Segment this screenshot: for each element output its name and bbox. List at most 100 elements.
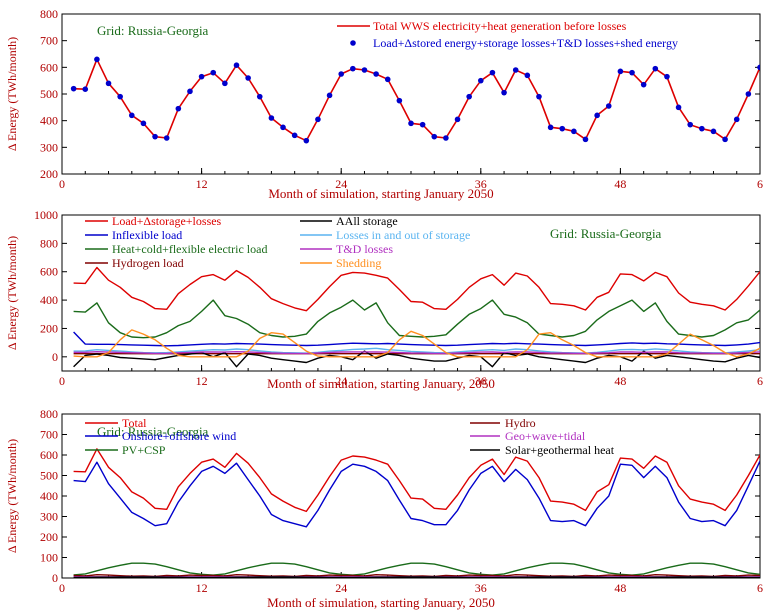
y-tick-label: 600	[40, 265, 58, 279]
data-point	[82, 86, 89, 92]
legend-entry: Losses in and out of storage	[336, 228, 470, 242]
chart-panel-2: 0 200 400 600 800 1000 0 12 24 36 48 6 Month of simu…	[5, 208, 763, 391]
y-tick-label: 600	[40, 448, 58, 462]
data-point	[210, 69, 217, 76]
y-tick-label: 400	[40, 489, 58, 503]
y-axis-label: Δ Energy (TWh/month)	[5, 439, 19, 553]
y-tick-label: 100	[40, 551, 58, 565]
data-point	[605, 103, 612, 109]
legend-entry: Total WWS electricity+heat generation be…	[373, 19, 627, 33]
data-point	[315, 116, 321, 123]
data-point	[454, 116, 461, 123]
x-tick-label: 12	[196, 177, 208, 191]
x-axis-label: Month of simulation, starting January 20…	[268, 186, 493, 201]
x-tick-label: 48	[614, 374, 626, 388]
data-point	[373, 71, 379, 77]
y-tick-label: 700	[40, 34, 58, 48]
data-point	[70, 85, 77, 92]
data-point	[675, 104, 682, 111]
data-point	[594, 112, 600, 119]
data-point	[384, 76, 391, 83]
legend-entry: Geo+wave+tidal	[505, 429, 586, 443]
legend-marker	[350, 40, 356, 46]
data-point	[524, 72, 531, 79]
y-tick-label: 400	[40, 293, 58, 307]
series-line	[73, 58, 760, 142]
data-point	[140, 120, 147, 127]
series-line	[73, 448, 760, 513]
series-line	[73, 331, 760, 347]
data-point	[256, 93, 263, 100]
series-line	[73, 562, 760, 576]
x-tick-label: 12	[196, 581, 208, 595]
data-point	[291, 132, 298, 139]
grid-label: Grid: Russia-Georgia	[97, 424, 209, 439]
legend-entry: Hydrogen load	[112, 256, 184, 270]
data-point	[117, 93, 123, 100]
data-point	[745, 91, 752, 97]
data-point	[163, 135, 170, 141]
x-tick-label: 0	[59, 581, 65, 595]
data-point	[326, 92, 333, 99]
data-point	[338, 71, 345, 77]
legend-entry: Load+Δstorage+losses	[112, 214, 222, 228]
y-tick-label: 300	[40, 510, 58, 524]
chart-panel-3: 0 100 200 300 400 500 600 700 800 0 12 24 36 48 6 Month…	[5, 407, 763, 610]
data-point	[443, 135, 449, 141]
data-point	[466, 93, 472, 100]
data-point	[652, 65, 659, 72]
data-point	[94, 56, 100, 63]
data-point	[536, 93, 542, 100]
series-line	[73, 347, 760, 354]
data-point	[617, 68, 624, 75]
data-point	[152, 133, 158, 140]
data-point	[245, 75, 251, 81]
data-point	[640, 81, 647, 88]
series-line	[73, 266, 760, 312]
y-tick-label: 1000	[34, 208, 58, 222]
series-line	[73, 460, 760, 528]
legend-entry: PV+CSP	[122, 443, 166, 457]
data-point	[629, 69, 635, 76]
data-point	[512, 67, 519, 73]
data-point	[478, 77, 484, 84]
data-point	[105, 80, 112, 87]
data-point	[303, 137, 310, 144]
data-point	[175, 105, 182, 112]
legend-entry: Total	[122, 416, 147, 430]
chart-panel-1: 200 300 400 500 600 700 800 0 12 24 36 48 6 Month of …	[5, 7, 763, 201]
x-tick-label: 36	[475, 374, 487, 388]
data-point	[687, 121, 693, 128]
y-tick-label: 800	[40, 407, 58, 421]
series-group	[70, 56, 760, 144]
y-tick-label: 800	[40, 7, 58, 21]
y-tick-label: 500	[40, 469, 58, 483]
y-tick-label: 0	[52, 350, 58, 364]
data-point	[710, 128, 717, 135]
legend-entry: Load+Δstored energy+storage losses+T&D l…	[373, 36, 678, 50]
data-point	[582, 136, 589, 143]
x-tick-label: 6	[757, 177, 763, 191]
series-line	[73, 351, 760, 355]
data-point	[489, 69, 496, 76]
y-tick-label: 0	[52, 571, 58, 585]
data-point	[129, 112, 135, 119]
data-point	[198, 73, 205, 80]
x-tick-label: 0	[59, 177, 65, 191]
x-tick-label: 48	[614, 581, 626, 595]
y-axis-label: Δ Energy (TWh/month)	[5, 236, 19, 350]
x-tick-label: 12	[196, 374, 208, 388]
data-point	[419, 121, 426, 128]
data-point	[396, 97, 403, 104]
data-point	[222, 80, 228, 87]
x-tick-label: 36	[475, 177, 487, 191]
x-tick-label: 36	[475, 581, 487, 595]
x-tick-label: 0	[59, 374, 65, 388]
x-tick-label: 24	[335, 374, 347, 388]
x-tick-label: 6	[757, 374, 763, 388]
legend-entry: T&D losses	[336, 242, 393, 256]
y-tick-label: 200	[40, 321, 58, 335]
x-axis-label: Month of simulation, starting January, 2…	[267, 595, 495, 610]
x-tick-label: 48	[614, 177, 626, 191]
